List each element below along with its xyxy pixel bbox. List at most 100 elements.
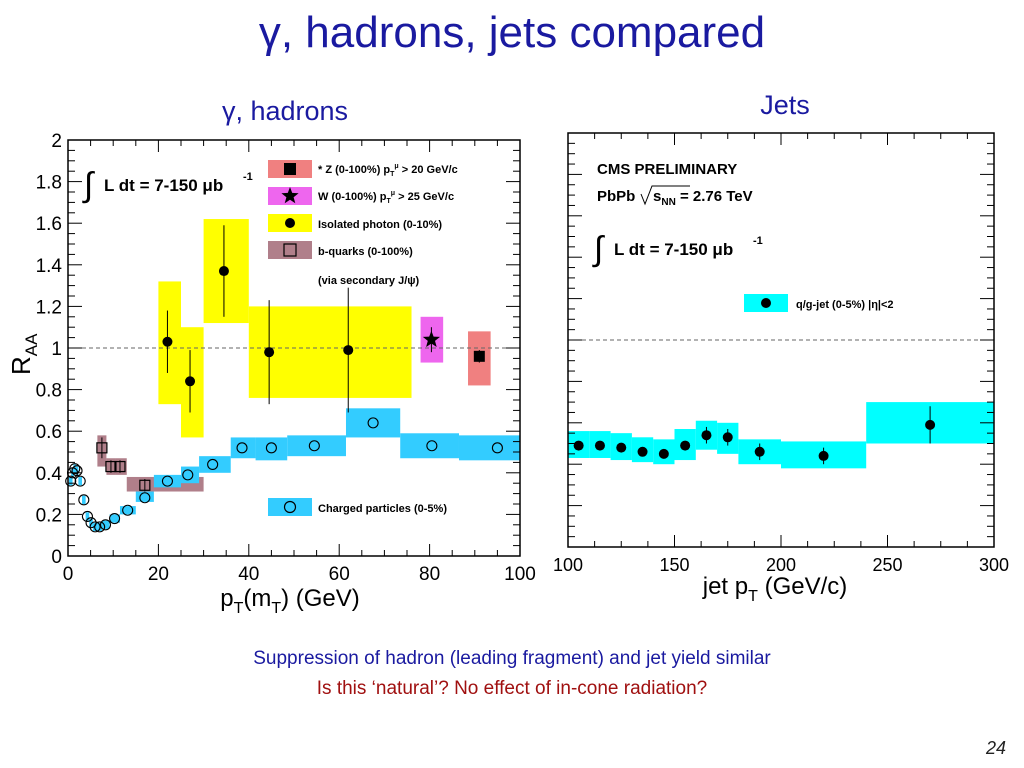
legend-z-label: * Z (0-100%) pTμ > 20 GeV/c <box>318 163 458 178</box>
y-tick-label: 0.2 <box>36 505 62 526</box>
data-point <box>78 494 90 506</box>
data-point <box>343 345 354 356</box>
legend-photon-label: Isolated photon (0-10%) <box>318 219 442 231</box>
data-point <box>925 419 936 430</box>
data-point <box>754 446 765 457</box>
y-tick-label: 2 <box>51 131 62 152</box>
left-data-points <box>65 225 503 533</box>
svg-text:sNN = 2.76 TeV: sNN = 2.76 TeV <box>653 188 753 208</box>
data-point <box>616 442 627 453</box>
x-tick-label: 40 <box>238 564 259 585</box>
legend-photon-marker <box>285 218 295 228</box>
data-point <box>637 446 648 457</box>
legend-jet-label: q/g-jet (0-5%) |η|<2 <box>796 299 894 311</box>
x-tick-label: 250 <box>872 555 902 575</box>
right-panel-title: Jets <box>760 90 810 120</box>
data-point <box>264 347 275 358</box>
uncertainty-band <box>230 437 256 459</box>
x-tick-label: 0 <box>63 564 74 585</box>
data-point <box>491 442 503 454</box>
data-point <box>105 460 117 473</box>
data-point <box>139 479 151 491</box>
uncertainty-band <box>85 512 90 521</box>
uncertainty-band <box>345 408 401 438</box>
y-tick-label: 0.4 <box>36 464 63 485</box>
legend-z-marker <box>284 163 296 175</box>
x-tick-label: 100 <box>504 564 536 585</box>
uncertainty-band <box>119 506 136 515</box>
uncertainty-band <box>199 456 231 473</box>
data-point <box>265 442 277 454</box>
left-panel-title: γ, hadrons <box>221 96 349 126</box>
data-point <box>96 442 108 454</box>
data-point <box>236 442 248 454</box>
data-point <box>109 513 121 525</box>
legend-charged-marker <box>283 500 297 514</box>
data-point <box>94 521 106 533</box>
legend-charged-band <box>268 498 312 516</box>
uncertainty-band <box>135 491 154 502</box>
legend-charged-label: Charged particles (0-5%) <box>318 503 447 515</box>
data-point <box>573 440 584 451</box>
uncertainty-band <box>181 466 200 484</box>
slide-title: γ, hadrons, jets compared <box>258 8 766 57</box>
right-luminosity-label: ∫ L dt = 7-150 μb -1 <box>592 230 763 268</box>
uncertainty-band <box>78 476 83 486</box>
data-point <box>122 504 134 516</box>
y-tick-label: 0.6 <box>36 422 62 443</box>
uncertainty-band <box>153 474 181 488</box>
legend-w-label: W (0-100%) pTμ > 25 GeV/c <box>318 190 454 205</box>
legend-bquark-label: b-quarks (0-100%) <box>318 246 413 258</box>
right-data-points <box>573 406 936 465</box>
data-point <box>722 432 733 443</box>
data-point <box>218 266 229 277</box>
data-point <box>207 458 219 471</box>
data-point <box>818 450 829 461</box>
data-point <box>71 465 83 477</box>
y-tick-label: 1.4 <box>36 256 63 277</box>
data-point <box>308 440 320 452</box>
x-tick-label: 100 <box>553 555 583 575</box>
right-legend: q/g-jet (0-5%) |η|<2 <box>744 294 894 312</box>
legend-bquark-marker <box>283 243 297 257</box>
data-point <box>473 350 485 362</box>
right-axis-ticks: 100 150 200 250 300 <box>553 132 1009 575</box>
uncertainty-band <box>68 476 73 486</box>
data-point <box>89 521 101 533</box>
svg-text:PbPb: PbPb <box>597 188 635 205</box>
svg-text:L dt = 7-150 μb: L dt = 7-150 μb <box>614 240 733 259</box>
y-tick-label: 0 <box>51 547 62 568</box>
left-x-axis-label: pT(mT) (GeV) <box>220 585 360 617</box>
data-point <box>74 475 86 487</box>
data-point <box>658 448 669 459</box>
right-header-energy: PbPb sNN = 2.76 TeV <box>597 185 753 208</box>
legend-bquark-band <box>268 241 312 259</box>
caption-line-2: Is this ‘natural’? No effect of in-cone … <box>316 678 708 699</box>
data-point <box>182 469 194 481</box>
left-axis-ticks: 0 20 40 60 80 100 0 0.2 0.4 0.6 0.8 1 1.2 1.4 1.6 1.8 2 <box>36 131 536 585</box>
data-point <box>422 330 440 347</box>
uncertainty-band <box>89 518 93 527</box>
data-point <box>426 440 438 452</box>
right-chart: 100 150 200 250 300 jet pT (GeV/c) CMS PRELI… <box>553 132 1009 605</box>
x-tick-label: 80 <box>419 564 440 585</box>
data-point <box>114 460 126 473</box>
svg-text:L dt = 7-150 μb: L dt = 7-150 μb <box>104 176 223 195</box>
uncertainty-band <box>109 514 120 523</box>
data-point <box>99 519 112 531</box>
left-y-axis-label: RAA <box>6 333 41 375</box>
data-point <box>680 440 691 451</box>
right-x-axis-label: jet pT (GeV/c) <box>702 573 848 605</box>
left-chart: 0 20 40 60 80 10000.20.40.60.811.21.41.61.82 … <box>6 131 536 617</box>
legend-bquark-note: (via secondary J/ψ) <box>318 275 420 287</box>
data-point <box>161 475 173 487</box>
right-header-cms: CMS PRELIMINARY <box>597 161 737 178</box>
data-point <box>139 492 151 504</box>
left-luminosity-label: ∫ L dt = 7-150 μb -1 <box>82 166 253 204</box>
data-point <box>701 430 712 441</box>
svg-text:∫: ∫ <box>592 230 605 268</box>
x-tick-label: 300 <box>979 555 1009 575</box>
data-point <box>367 417 379 429</box>
x-tick-label: 150 <box>659 555 689 575</box>
legend-jet-marker <box>761 298 771 308</box>
